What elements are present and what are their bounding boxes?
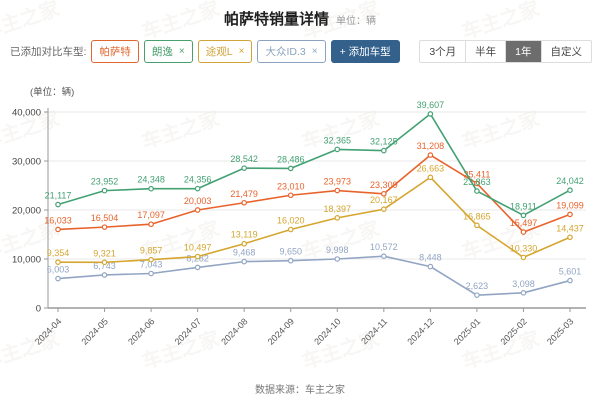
svg-text:21,117: 21,117 (45, 191, 72, 201)
svg-text:14,437: 14,437 (556, 223, 584, 233)
add-model-button[interactable]: + 添加车型 (330, 40, 400, 63)
svg-text:26,663: 26,663 (417, 163, 445, 173)
svg-text:10,572: 10,572 (370, 242, 398, 252)
range-halfyear-button[interactable]: 半年 (465, 41, 505, 62)
svg-text:2024-10: 2024-10 (312, 316, 342, 346)
svg-text:18,911: 18,911 (510, 201, 537, 211)
svg-text:2025-03: 2025-03 (545, 316, 575, 346)
svg-text:9,354: 9,354 (47, 248, 70, 258)
svg-text:7,043: 7,043 (140, 259, 163, 269)
chip-id3-label: 大众ID.3 (265, 46, 306, 58)
svg-text:9,468: 9,468 (233, 248, 256, 258)
time-range-segmented-control: 3个月 半年 1年 自定义 (419, 40, 592, 63)
compare-models-label: 已添加对比车型: (10, 46, 87, 58)
chip-lavida[interactable]: 朗逸 × (143, 40, 193, 63)
svg-text:9,998: 9,998 (326, 245, 349, 255)
chip-tiguanl-label: 途观L (205, 46, 233, 58)
svg-text:25,411: 25,411 (463, 169, 490, 179)
svg-text:16,033: 16,033 (44, 215, 72, 225)
svg-text:32,125: 32,125 (370, 137, 398, 147)
svg-text:28,486: 28,486 (277, 154, 305, 164)
svg-text:23,309: 23,309 (370, 180, 398, 190)
svg-text:13,119: 13,119 (231, 230, 258, 240)
page-title: 帕萨特销量详情 (223, 11, 329, 28)
close-icon[interactable]: × (238, 45, 245, 57)
svg-text:2024-11: 2024-11 (359, 316, 389, 346)
svg-text:23,952: 23,952 (91, 177, 119, 187)
svg-text:2024-05: 2024-05 (80, 316, 110, 346)
chip-tiguanl[interactable]: 途观L × (197, 40, 253, 63)
svg-text:31,208: 31,208 (417, 141, 445, 151)
svg-text:3,098: 3,098 (512, 279, 535, 289)
svg-text:2025-02: 2025-02 (498, 316, 528, 346)
svg-text:17,097: 17,097 (137, 210, 165, 220)
svg-text:39,607: 39,607 (417, 100, 445, 110)
svg-text:2024-04: 2024-04 (33, 316, 63, 346)
close-icon[interactable]: × (178, 45, 185, 57)
close-icon[interactable]: × (311, 45, 318, 57)
svg-text:2024-07: 2024-07 (173, 316, 203, 346)
svg-text:23,973: 23,973 (324, 177, 352, 187)
svg-text:23,010: 23,010 (277, 181, 305, 191)
svg-text:32,365: 32,365 (324, 135, 352, 145)
svg-text:16,020: 16,020 (277, 216, 305, 226)
range-custom-button[interactable]: 自定义 (540, 41, 592, 62)
svg-text:10,330: 10,330 (510, 243, 538, 253)
svg-text:20,003: 20,003 (184, 196, 212, 206)
svg-text:24,348: 24,348 (137, 175, 165, 185)
svg-text:6,743: 6,743 (93, 261, 116, 271)
svg-text:9,857: 9,857 (140, 246, 163, 256)
svg-text:40,000: 40,000 (12, 108, 41, 119)
svg-text:2024-08: 2024-08 (219, 316, 249, 346)
svg-text:16,504: 16,504 (91, 213, 119, 223)
svg-text:10,000: 10,000 (12, 255, 41, 266)
svg-text:2024-12: 2024-12 (405, 316, 435, 346)
svg-text:10,497: 10,497 (184, 243, 212, 253)
page-header: 帕萨特销量详情 单位：辆 (0, 8, 600, 29)
svg-text:2024-06: 2024-06 (126, 316, 156, 346)
chip-id3[interactable]: 大众ID.3 × (257, 40, 326, 63)
svg-text:0: 0 (36, 304, 41, 315)
svg-text:9,650: 9,650 (279, 247, 302, 257)
data-source-label: 数据来源：车主之家 (255, 385, 345, 396)
title-unit-label: 单位：辆 (336, 16, 376, 27)
svg-text:21,479: 21,479 (230, 189, 258, 199)
axis-unit-label: (单位：辆) (30, 87, 75, 98)
chip-pasat-label: 帕萨特 (99, 46, 131, 58)
svg-text:6,003: 6,003 (47, 265, 70, 275)
svg-text:15,497: 15,497 (510, 218, 538, 228)
svg-text:30,000: 30,000 (12, 157, 41, 168)
compare-toolbar: 已添加对比车型: 帕萨特 朗逸 × 途观L × 大众ID.3 × + 添加车型 … (10, 40, 592, 63)
svg-text:16,865: 16,865 (463, 211, 491, 221)
svg-text:19,099: 19,099 (556, 200, 584, 210)
svg-text:2024-09: 2024-09 (266, 316, 296, 346)
svg-text:28,542: 28,542 (230, 154, 258, 164)
chip-lavida-label: 朗逸 (151, 46, 173, 58)
chart-canvas[interactable]: 0 10,000 20,000 30,000 40,000 2024-04 2024-05 2… (0, 96, 600, 364)
svg-text:20,000: 20,000 (12, 206, 41, 217)
sales-line-chart[interactable]: 0 10,000 20,000 30,000 40,000 2024-04 2024-05 2… (0, 96, 600, 369)
range-3months-button[interactable]: 3个月 (429, 46, 457, 58)
svg-text:9,321: 9,321 (93, 248, 116, 258)
svg-text:5,601: 5,601 (559, 267, 582, 277)
range-1year-button[interactable]: 1年 (505, 41, 541, 62)
svg-text:18,397: 18,397 (324, 204, 352, 214)
svg-text:2,623: 2,623 (466, 281, 489, 291)
svg-text:24,356: 24,356 (184, 175, 212, 185)
svg-text:20,167: 20,167 (370, 195, 398, 205)
svg-text:23,863: 23,863 (463, 177, 491, 187)
svg-text:8,448: 8,448 (419, 253, 442, 263)
svg-text:24,042: 24,042 (556, 176, 584, 186)
chip-pasat[interactable]: 帕萨特 (91, 40, 139, 63)
svg-text:2025-01: 2025-01 (452, 316, 482, 346)
